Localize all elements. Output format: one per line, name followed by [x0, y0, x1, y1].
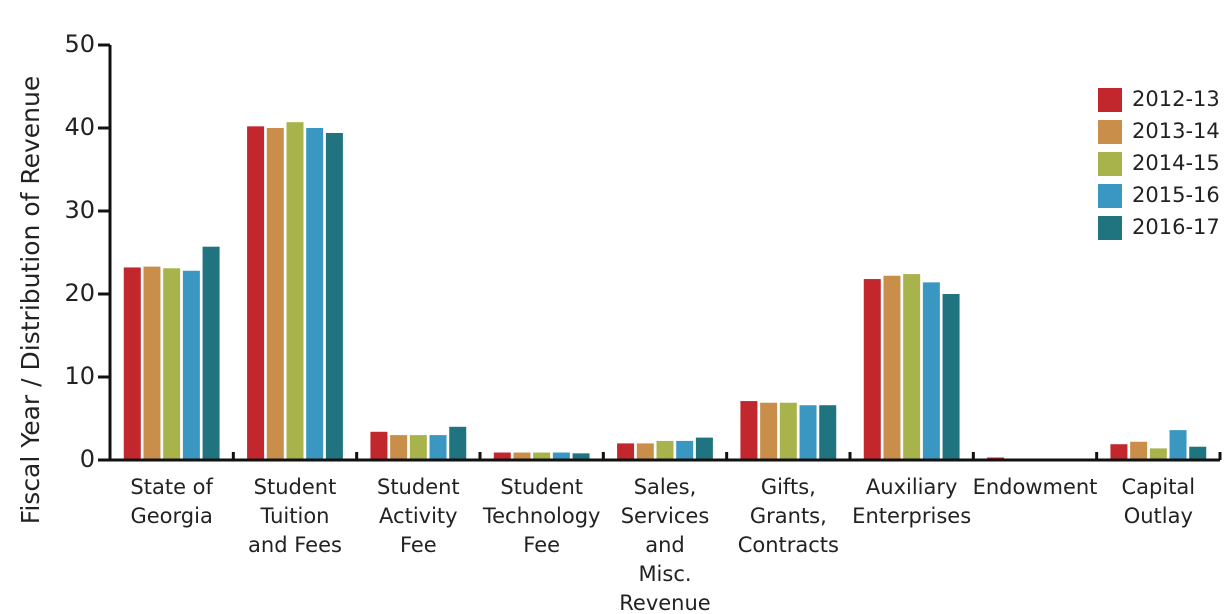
bar	[449, 426, 467, 460]
x-tick-label-line: Student	[500, 475, 583, 499]
x-tick-label-line: Student	[377, 475, 460, 499]
bar	[325, 132, 343, 461]
x-tick-label-line: Sales,	[634, 475, 697, 499]
bar	[636, 443, 654, 460]
bar	[799, 405, 817, 460]
bar	[922, 282, 940, 460]
x-tick-label: Sales, Services and Misc. Revenue	[619, 475, 710, 614]
legend-swatch	[1098, 120, 1122, 144]
bar	[533, 452, 551, 460]
x-tick-label-line: Contracts	[738, 533, 839, 557]
y-tick-label: 0	[80, 445, 95, 473]
x-tick-label-line: Auxiliary	[866, 475, 958, 499]
legend-label: 2016-17	[1132, 215, 1220, 239]
bar	[286, 122, 304, 460]
x-tick-label-line: Services	[621, 504, 710, 528]
legend-label: 2014-15	[1132, 151, 1220, 175]
bar	[143, 266, 161, 460]
bar	[779, 402, 797, 460]
x-tick-label: Capital Outlay	[1122, 475, 1196, 528]
x-tick-label: Student Activity Fee	[377, 475, 460, 557]
bar	[942, 294, 960, 460]
x-tick-label-line: Capital	[1122, 475, 1196, 499]
x-tick-label: Student Tuition and Fees	[248, 475, 342, 557]
x-tick-label-line: Student	[254, 475, 337, 499]
x-tick-label-line: Misc.	[638, 562, 691, 586]
bar	[740, 401, 758, 460]
bar	[493, 452, 511, 460]
legend-label: 2015-16	[1132, 183, 1220, 207]
bar	[123, 267, 141, 460]
bar	[1130, 441, 1148, 460]
bar	[617, 443, 635, 460]
legend-swatch	[1098, 216, 1122, 240]
bar	[676, 440, 694, 460]
legend-label: 2013-14	[1132, 119, 1220, 143]
bar	[552, 452, 570, 460]
x-tick-label-line: Georgia	[130, 504, 212, 528]
y-tick-label: 40	[64, 113, 95, 141]
bar	[202, 246, 220, 460]
x-tick-label-line: Gifts,	[761, 475, 816, 499]
bar	[306, 128, 324, 460]
bar	[247, 126, 265, 460]
bar	[370, 431, 388, 460]
x-tick-label-line: Fee	[523, 533, 560, 557]
x-tick-label: Auxiliary Enterprises	[852, 475, 971, 528]
y-tick-label: 20	[64, 279, 95, 307]
bar	[572, 453, 590, 460]
x-tick-label-line: State of	[130, 475, 213, 499]
bar	[429, 435, 447, 460]
legend-swatch	[1098, 88, 1122, 112]
x-tick-label-line: and	[645, 533, 685, 557]
x-tick-label-line: Technology	[482, 504, 601, 528]
x-tick-label: Gifts, Grants, Contracts	[738, 475, 839, 557]
bar	[903, 274, 921, 460]
legend-label: 2012-13	[1132, 87, 1220, 111]
x-tick-label: Student Technology Fee	[482, 475, 601, 557]
bar	[883, 275, 901, 460]
bar	[409, 435, 427, 460]
x-tick-label-line: Revenue	[619, 591, 710, 614]
bar	[656, 440, 674, 460]
legend-swatch	[1098, 152, 1122, 176]
x-tick-label-line: Outlay	[1124, 504, 1193, 528]
y-tick-label: 50	[64, 30, 95, 58]
y-axis-label: Fiscal Year / Distribution of Revenue	[16, 76, 45, 524]
y-tick-label: 10	[64, 362, 95, 390]
x-tick-label-line: Activity	[379, 504, 458, 528]
x-tick-label-line: and Fees	[248, 533, 342, 557]
bar	[760, 402, 778, 460]
bar	[819, 405, 837, 460]
x-tick-label-line: Endowment	[973, 475, 1098, 499]
bar	[390, 435, 408, 460]
x-tick-label-line: Fee	[400, 533, 437, 557]
bar	[266, 128, 284, 460]
x-tick-label: State of Georgia	[130, 475, 213, 528]
x-tick-label-line: Grants,	[750, 504, 827, 528]
bar	[163, 268, 181, 460]
x-tick-label-line: Enterprises	[852, 504, 971, 528]
bar	[1169, 430, 1187, 460]
bar	[182, 270, 200, 460]
legend-swatch	[1098, 184, 1122, 208]
bar	[513, 452, 531, 460]
x-tick-label-line: Tuition	[259, 504, 329, 528]
bar	[1110, 444, 1128, 460]
y-tick-label: 30	[64, 196, 95, 224]
bar	[1189, 446, 1207, 460]
bar	[695, 437, 713, 460]
bar	[1149, 448, 1167, 460]
bar	[863, 279, 881, 460]
x-tick-label: Endowment	[973, 475, 1098, 499]
